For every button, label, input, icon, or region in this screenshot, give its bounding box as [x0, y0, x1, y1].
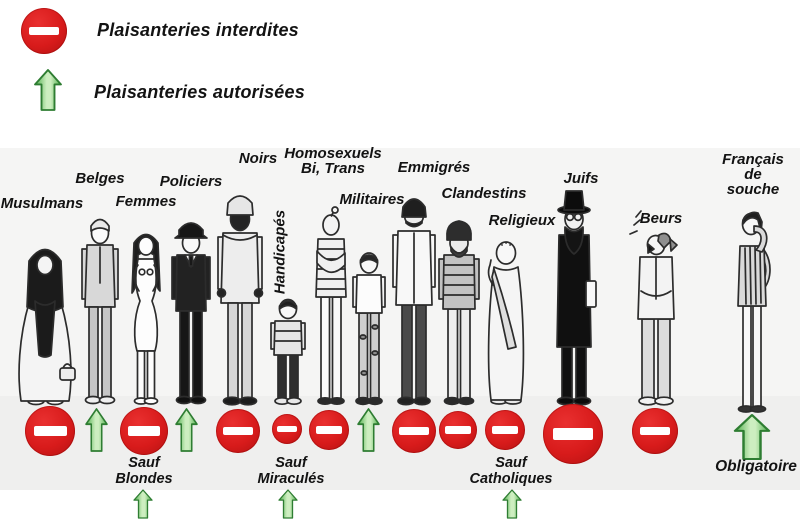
allowed-arrow-militaires — [357, 408, 380, 452]
exception-catholiques: Sauf Catholiques — [469, 455, 553, 487]
group-label-homosexuels: Homosexuels Bi, Trans — [284, 145, 382, 177]
group-label-handicapes: Handicapés — [271, 209, 289, 295]
no-entry-icon — [21, 8, 67, 54]
group-label-francais-de-souche: Français de souche — [722, 151, 784, 198]
forbidden-sign-clandestins — [439, 411, 477, 449]
forbidden-sign-handicapes — [272, 414, 302, 444]
figure-francais-de-souche — [737, 211, 771, 413]
legend-allowed-label: Plaisanteries autorisées — [94, 82, 305, 102]
forbidden-sign-emmigres — [392, 409, 436, 453]
group-label-clandestins: Clandestins — [441, 185, 527, 202]
group-label-noirs: Noirs — [238, 150, 278, 167]
figure-belges — [81, 218, 119, 405]
figure-policiers — [171, 222, 211, 405]
allowed-arrow-catholiques — [502, 489, 522, 519]
figure-femmes — [131, 233, 161, 405]
group-label-musulmans: Musulmans — [0, 195, 84, 212]
figure-noirs — [216, 195, 264, 406]
group-label-juifs: Juifs — [563, 170, 599, 187]
figure-emmigres — [392, 198, 436, 406]
allowed-arrow-miracules — [278, 489, 298, 519]
group-label-belges: Belges — [75, 170, 125, 187]
forbidden-sign-musulmans — [25, 406, 75, 456]
forbidden-sign-homosexuels — [309, 410, 349, 450]
exception-blondes: Sauf Blondes — [115, 455, 173, 487]
forbidden-sign-beurs — [632, 408, 678, 454]
group-label-religieux: Religieux — [488, 212, 556, 229]
group-label-femmes: Femmes — [115, 193, 177, 210]
figure-musulmans — [18, 248, 76, 406]
allowed-arrow-belges — [85, 408, 108, 452]
figure-homosexuels — [315, 206, 347, 406]
forbidden-sign-femmes — [120, 407, 168, 455]
figure-juifs — [556, 190, 597, 406]
obligatory-arrow-francais — [733, 413, 771, 461]
group-label-emmigres: Emmigrés — [397, 159, 471, 176]
group-label-militaires: Militaires — [339, 191, 405, 208]
allowed-arrow-blondes — [133, 489, 153, 519]
allowed-arrow-policiers — [175, 408, 198, 452]
exception-miracules: Sauf Miraculés — [257, 455, 325, 487]
forbidden-sign-noirs — [216, 409, 260, 453]
figure-handicapes — [270, 298, 306, 406]
figure-clandestins — [438, 220, 480, 406]
forbidden-sign-religieux — [485, 410, 525, 450]
figure-militaires — [352, 252, 386, 406]
green-up-arrow-icon — [34, 69, 62, 111]
group-label-policiers: Policiers — [159, 173, 223, 190]
forbidden-sign-juifs — [543, 404, 603, 464]
figure-religieux — [487, 241, 525, 405]
group-label-beurs: Beurs — [639, 210, 683, 227]
legend-forbidden-label: Plaisanteries interdites — [97, 20, 299, 40]
figure-beurs — [629, 210, 678, 406]
caption-obligatoire: Obligatoire — [715, 458, 797, 475]
